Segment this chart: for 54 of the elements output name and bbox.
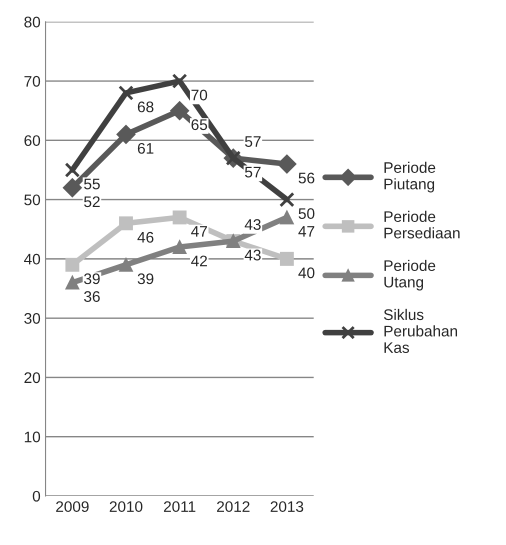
point [64, 162, 80, 178]
data-label: 65 [192, 119, 208, 130]
point [119, 258, 133, 272]
data-label: 39 [138, 273, 154, 284]
x-tick-label: 2013 [270, 501, 304, 512]
data-label: 43 [244, 250, 261, 260]
y-tick-label: 70 [24, 76, 40, 87]
legend-label: Periode Piutang [384, 162, 436, 192]
data-label: 68 [138, 101, 154, 112]
data-label: 61 [138, 142, 154, 154]
data-label: 43 [244, 219, 261, 230]
y-tick-label: 80 [24, 16, 40, 28]
point [119, 216, 133, 230]
y-tick-label: 30 [24, 313, 40, 324]
data-label: 47 [298, 226, 314, 237]
y-tick-label: 50 [24, 194, 40, 206]
point [279, 192, 295, 208]
point [118, 85, 134, 101]
data-label: 70 [192, 90, 208, 100]
point [116, 124, 136, 144]
data-label: 42 [191, 256, 207, 266]
y-tick-label: 40 [24, 254, 40, 265]
legend-label: Periode Persediaan [384, 210, 460, 238]
point [172, 210, 187, 224]
x-tick-label: 2009 [56, 501, 89, 512]
x-tick-label: 2010 [110, 501, 142, 512]
point [65, 276, 80, 290]
data-label: 57 [244, 166, 261, 178]
y-tick-label: 0 [32, 490, 40, 502]
point [172, 73, 188, 89]
data-label: 55 [84, 178, 100, 190]
data-label: 52 [84, 196, 100, 208]
data-label: 47 [191, 226, 207, 237]
point [62, 178, 82, 198]
point [172, 240, 187, 254]
y-tick-label: 60 [24, 135, 40, 146]
data-label: 39 [84, 273, 100, 284]
legend-label: Siklus Perubahan Kas [384, 308, 458, 353]
point [280, 210, 294, 224]
point [277, 154, 296, 174]
legend-label: Periode Utang [384, 260, 436, 291]
data-label: 56 [298, 172, 314, 184]
data-label: 36 [84, 291, 100, 302]
point [170, 101, 190, 120]
x-tick-label: 2011 [164, 501, 196, 512]
point [65, 258, 80, 272]
y-tick-label: 20 [24, 372, 40, 384]
y-tick-label: 10 [24, 432, 40, 442]
data-label: 50 [298, 208, 314, 219]
data-label: 40 [298, 267, 314, 278]
data-label: 46 [137, 232, 154, 243]
x-tick-label: 2012 [217, 501, 250, 512]
data-label: 57 [244, 136, 261, 147]
point [280, 252, 294, 266]
